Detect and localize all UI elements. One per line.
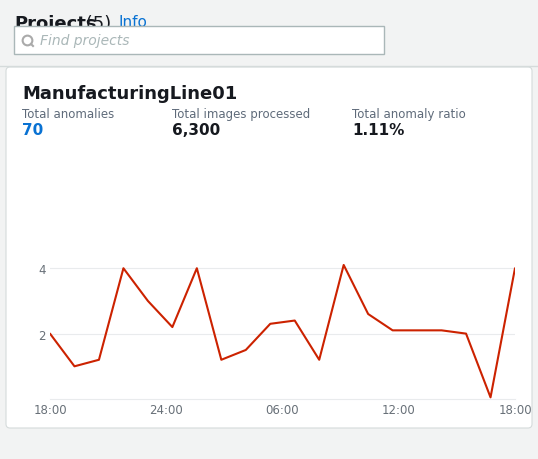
- FancyBboxPatch shape: [14, 27, 384, 55]
- Text: Find projects: Find projects: [40, 34, 130, 48]
- Text: Total anomalies: Total anomalies: [22, 108, 114, 121]
- Text: 70: 70: [22, 123, 43, 138]
- Bar: [0, 0, 538, 70]
- Text: Projects: Projects: [14, 15, 96, 33]
- Text: Total anomaly ratio: Total anomaly ratio: [352, 108, 466, 121]
- Text: ManufacturingLine01: ManufacturingLine01: [22, 85, 237, 103]
- Text: (5): (5): [80, 15, 111, 33]
- Text: 1.11%: 1.11%: [352, 123, 405, 138]
- Text: 6,300: 6,300: [172, 123, 220, 138]
- FancyBboxPatch shape: [6, 68, 532, 428]
- Text: Info: Info: [118, 15, 147, 30]
- Text: Total images processed: Total images processed: [172, 108, 310, 121]
